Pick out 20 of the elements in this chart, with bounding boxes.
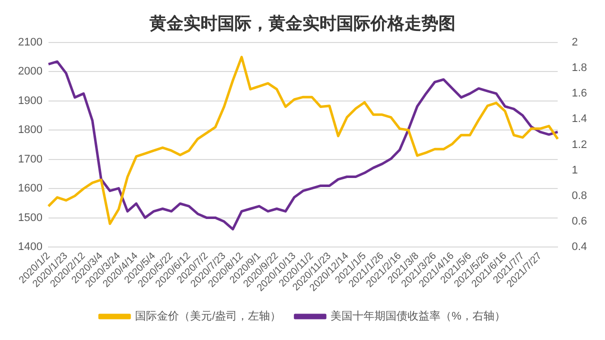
- y2-tick-label: 0.6: [572, 216, 588, 228]
- y2-tick-label: 0.8: [572, 190, 588, 202]
- y2-tick-label: 1.4: [572, 113, 588, 126]
- y2-tick-label: 1.2: [572, 138, 588, 151]
- y2-tick-label: 1.8: [572, 62, 588, 74]
- y-tick-label: 2100: [18, 36, 42, 48]
- y-tick-label: 1400: [18, 241, 42, 254]
- chart-title: 黄金实时国际，黄金实时国际价格走势图: [148, 14, 456, 33]
- y2-tick-label: 0.4: [572, 241, 588, 254]
- y2-tick-label: 1.6: [572, 88, 588, 100]
- y-tick-label: 1500: [18, 212, 42, 224]
- y2-tick-label: 1: [572, 164, 578, 176]
- y-tick-label: 1700: [18, 153, 42, 166]
- legend-label: 国际金价（美元/盎司，左轴）: [135, 310, 282, 323]
- y-tick-label: 1600: [18, 182, 42, 195]
- y2-tick-label: 2: [572, 36, 578, 48]
- legend-label: 美国十年期国债收益率（%，右轴）: [330, 310, 506, 323]
- y-tick-label: 1900: [18, 94, 42, 107]
- y-tick-label: 2000: [18, 66, 42, 78]
- y-tick-label: 1800: [18, 124, 42, 136]
